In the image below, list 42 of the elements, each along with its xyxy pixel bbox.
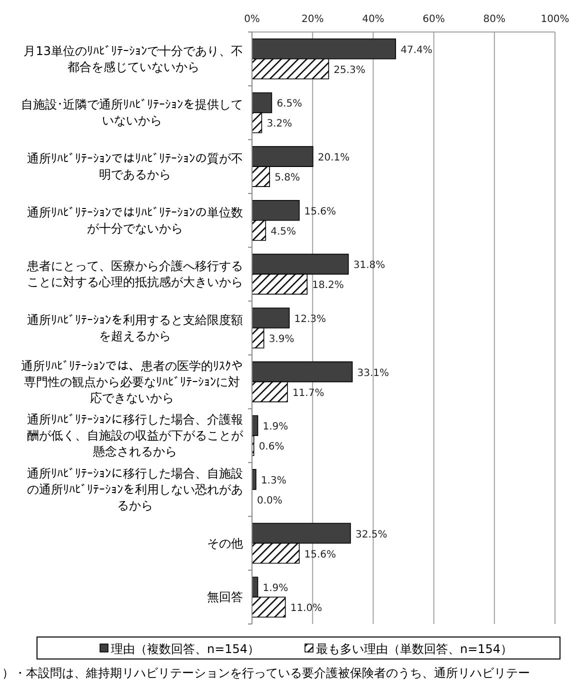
data-label: 3.9% xyxy=(268,334,294,345)
data-label: 18.2% xyxy=(312,280,344,292)
data-label: 12.3% xyxy=(294,314,326,325)
data-label: 0.6% xyxy=(258,442,284,453)
data-label: 11.0% xyxy=(290,603,322,614)
y-tick-label: 通所ﾘﾊﾋﾞﾘﾃｰｼｮﾝを利用すると支給限度額を超えるから xyxy=(27,313,243,343)
data-label: 15.6% xyxy=(304,206,336,218)
data-label: 20.1% xyxy=(318,152,350,164)
x-tick-label: 80% xyxy=(483,14,506,25)
data-label: 1.9% xyxy=(262,583,288,594)
y-tick-label: その他 xyxy=(207,536,243,550)
y-tick-label: 通所ﾘﾊﾋﾞﾘﾃｰｼｮﾝでは、患者の医学的ﾘｽｸや専門性の観点から必要なﾘﾊﾋﾞﾘﾃｰｼｮﾝに対応できないから xyxy=(21,358,243,405)
y-tick-label: 通所ﾘﾊﾋﾞﾘﾃｰｼｮﾝではﾘﾊﾋﾞﾘﾃｰｼｮﾝの単位数が十分でないから xyxy=(27,205,243,236)
data-label: 6.5% xyxy=(276,98,302,110)
data-label: 3.2% xyxy=(266,118,292,130)
y-tick-label: 無回答 xyxy=(207,590,243,604)
y-tick-label: 通所ﾘﾊﾋﾞﾘﾃｰｼｮﾝに移行した場合、介護報酬が低く、自施設の収益が下がることが懸念されるから xyxy=(27,412,244,459)
data-label: 11.7% xyxy=(292,388,324,399)
data-label: 5.8% xyxy=(274,172,300,184)
y-tick-label: 自施設･近隣で通所ﾘﾊﾋﾞﾘﾃｰｼｮﾝを提供していないから xyxy=(21,98,243,128)
data-label: 31.8% xyxy=(353,260,386,272)
data-label: 4.5% xyxy=(270,226,296,238)
data-label: 1.3% xyxy=(260,475,286,486)
x-tick-label: 60% xyxy=(422,14,445,25)
y-tick-label: 通所ﾘﾊﾋﾞﾘﾃｰｼｮﾝではﾘﾊﾋﾞﾘﾃｰｼｮﾝの質が不明であるから xyxy=(27,152,243,182)
data-label: 0.0% xyxy=(257,495,282,506)
data-label: 15.6% xyxy=(304,549,336,560)
legend-label: 最も多い理由（単数回答、n=154） xyxy=(316,642,513,656)
data-label: 25.3% xyxy=(334,64,366,76)
legend-label: 理由（複数回答、n=154） xyxy=(111,642,260,656)
y-tick-label: 月13単位のﾘﾊﾋﾞﾘﾃｰｼｮﾝで十分であり、不都合を感じていないから xyxy=(24,44,243,74)
x-tick-label: 20% xyxy=(301,14,324,25)
x-tick-label: 100% xyxy=(540,14,570,25)
data-label: 32.5% xyxy=(355,529,388,540)
y-tick-label: 患者にとって、医療から介護へ移行することに対する心理的抵抗感が大きいから xyxy=(26,259,243,290)
text: ）・本設問は、維持期リハビリテーションを行っている要介護被保険者のうち、通所リハビリテー xyxy=(2,666,530,680)
y-tick-label: 通所ﾘﾊﾋﾞﾘﾃｰｼｮﾝに移行した場合、自施設の通所ﾘﾊﾋﾞﾘﾃｰｼｮﾝを利用しない恐れがあるから xyxy=(27,466,243,512)
data-label: 47.4% xyxy=(400,44,432,56)
data-label: 1.9% xyxy=(262,422,288,433)
x-tick-label: 40% xyxy=(362,14,384,25)
x-tick-label: 0% xyxy=(244,14,260,25)
data-label: 33.1% xyxy=(357,368,390,379)
